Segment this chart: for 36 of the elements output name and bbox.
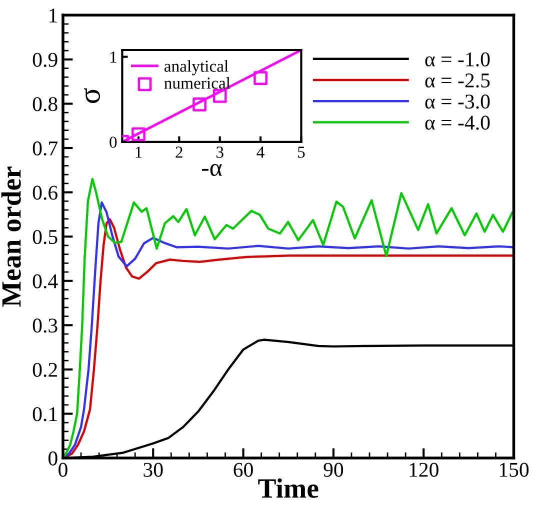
- point: [132, 127, 146, 142]
- y-tick-label: 0.5: [32, 230, 58, 244]
- y-tick-label: 0.9: [32, 52, 58, 67]
- legend-label: α = -3.0: [425, 94, 490, 109]
- x-tick-label: 120: [410, 462, 438, 477]
- x-tick-label: 1: [136, 146, 142, 158]
- x-tick-label: 5: [298, 146, 305, 158]
- y-tick-label: 0.7: [32, 141, 58, 156]
- x-tick-label: 4: [256, 146, 264, 158]
- y-axis-title: σ: [84, 88, 100, 104]
- point: [192, 98, 206, 112]
- y-tick-label: 0.6: [32, 186, 58, 200]
- y-tick-label: 0.8: [32, 97, 58, 112]
- x-tick-label: 3: [216, 146, 224, 158]
- y-tick-label: 0.1: [32, 407, 57, 422]
- x-axis-title: -α: [202, 164, 222, 176]
- legend-label: α = -2.5: [425, 74, 490, 88]
- y-tick-label: 0: [48, 451, 58, 466]
- x-axis-title: Time: [258, 478, 318, 498]
- y-axis-title: Mean order: [1, 166, 21, 307]
- legend-label: analytical: [164, 60, 228, 76]
- x-tick-label: 0: [58, 462, 68, 477]
- y-tick-label: 0.3: [32, 318, 58, 333]
- x-tick-label: 90: [324, 462, 344, 477]
- point: [212, 89, 227, 103]
- legend-label: α = -4.0: [425, 116, 490, 130]
- x-tick-label: 30: [144, 462, 163, 477]
- x-tick-label: 150: [500, 462, 529, 477]
- x-tick-label: 2: [176, 146, 182, 158]
- legend-label: numerical: [164, 77, 230, 89]
- y-tick-label: 1: [50, 8, 57, 22]
- y-tick-label: 0.4: [32, 274, 58, 288]
- x-tick-label: 60: [234, 462, 253, 477]
- y-tick-label: 0.2: [32, 362, 57, 377]
- point: [254, 71, 268, 85]
- legend-label: α = -1.0: [425, 52, 490, 66]
